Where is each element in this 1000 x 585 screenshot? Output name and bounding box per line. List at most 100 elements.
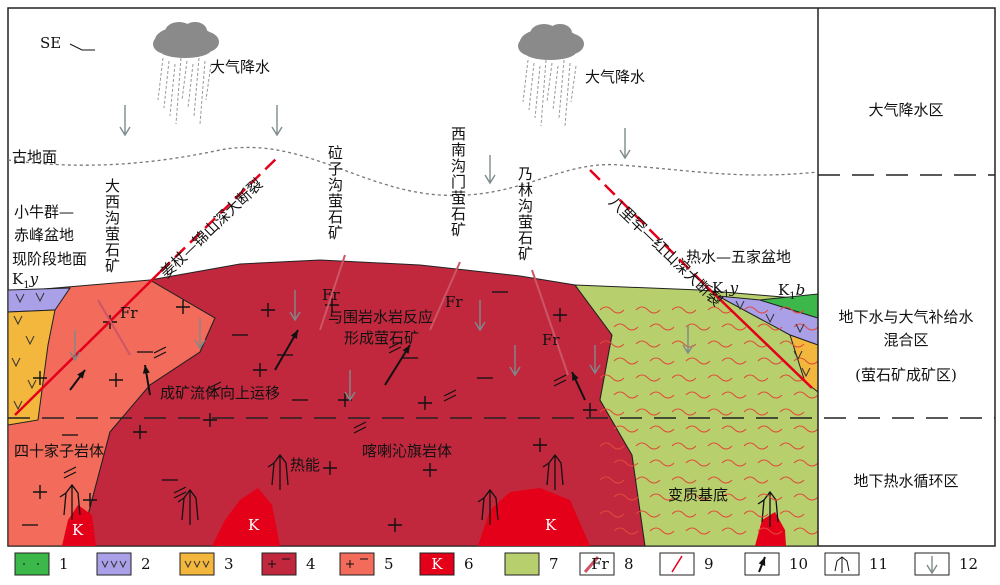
foliation: [721, 527, 747, 535]
foliation: [649, 357, 675, 365]
foliation: [599, 340, 625, 348]
foliation: [779, 408, 805, 416]
foliation: [779, 374, 805, 382]
foliation: [613, 425, 639, 433]
foliation: [649, 459, 675, 467]
rain: [157, 57, 164, 101]
down-arrow-head: [271, 126, 283, 137]
foliation: [757, 357, 783, 365]
legend-swatch: [179, 552, 215, 576]
fr-vein: [531, 269, 569, 376]
rock-label: 变质基底: [668, 486, 728, 504]
foliation: [757, 391, 783, 399]
heat-flow: [177, 488, 199, 525]
up-arrow-head: [290, 330, 298, 339]
foliation: [613, 357, 639, 365]
v-mark: [101, 560, 109, 569]
foliation: [721, 459, 747, 467]
cross: [346, 558, 368, 568]
cross: [176, 300, 190, 314]
foliation: [671, 306, 697, 314]
rain: [522, 59, 529, 103]
foliation: [721, 391, 747, 399]
foliation: [707, 442, 733, 450]
foliation: [649, 391, 675, 399]
foliation: [793, 459, 818, 467]
foliation: [635, 442, 661, 450]
k-body: [212, 488, 280, 546]
foliation: [613, 323, 639, 331]
slash-mark: [153, 346, 167, 359]
direction-arrow: [69, 43, 95, 51]
foliation: [721, 425, 747, 433]
foliation: [599, 408, 625, 416]
fr-vein: [97, 299, 131, 356]
foliation: [793, 425, 818, 433]
k-label: K: [545, 516, 557, 534]
fault: [671, 555, 683, 573]
rock-label: 喀喇沁旗岩体: [362, 442, 452, 460]
ancient-surface: [8, 146, 818, 197]
foliation: [707, 510, 733, 518]
legend-number: 4: [306, 555, 316, 573]
heat-flow: [267, 453, 289, 490]
cross: [33, 485, 47, 499]
foliation: [613, 459, 639, 467]
foliation: [685, 527, 711, 535]
legend-number: 3: [224, 555, 234, 573]
strata-suffix: y: [29, 270, 39, 288]
rain: [199, 60, 206, 125]
legend-number: 5: [384, 555, 394, 573]
rain: [570, 65, 577, 103]
down-arrow-head: [589, 364, 601, 375]
foliation: [757, 323, 783, 331]
strata-suffix: b: [796, 281, 806, 299]
foliation: [743, 510, 769, 518]
ancient-surface-label: 古地面: [12, 148, 57, 166]
legend-swatch: [14, 552, 50, 576]
reaction-label: 形成萤石矿: [344, 329, 419, 347]
down-arrow-head: [194, 339, 206, 350]
cross: [423, 463, 437, 477]
green-strata: [759, 293, 818, 319]
fault: [159, 154, 281, 273]
cross: [261, 303, 275, 317]
slash-mark: [173, 486, 187, 499]
strata-sub: 1: [723, 289, 729, 300]
fr-label: Fr: [542, 331, 560, 349]
foliation: [671, 476, 697, 484]
legend-symbol: Fr: [591, 555, 609, 573]
down-arrow-head: [926, 564, 938, 575]
fault: [589, 169, 706, 286]
slash-mark: [208, 381, 222, 394]
zone-note: (萤石矿成矿区): [855, 366, 957, 384]
foliation: [599, 442, 625, 450]
cross: [83, 493, 97, 507]
fr-vein: [583, 556, 600, 573]
zone-label: 大气降水区: [868, 101, 943, 119]
foliation: [743, 442, 769, 450]
foliation: [649, 493, 675, 501]
foliation: [635, 476, 661, 484]
legend-number: 6: [464, 555, 474, 573]
foliation: [757, 493, 783, 501]
legend-number: 7: [549, 555, 559, 573]
strata-label: K1b: [778, 281, 805, 302]
rain: [564, 62, 571, 127]
strata-base: K: [778, 281, 790, 299]
k-body: [478, 488, 590, 546]
legend-swatch: [339, 552, 375, 576]
foliation: [635, 510, 661, 518]
rock-label: 四十家子岩体: [14, 442, 104, 460]
v-mark: [27, 379, 37, 390]
heat-flow: [757, 490, 779, 527]
foliation: [743, 374, 769, 382]
up-arrow-head: [77, 370, 85, 379]
heat-flow: [59, 483, 81, 520]
k-body: [62, 505, 96, 546]
foliation: [685, 357, 711, 365]
cross: [583, 403, 597, 417]
rain: [205, 63, 212, 101]
v-mark: [793, 350, 803, 361]
